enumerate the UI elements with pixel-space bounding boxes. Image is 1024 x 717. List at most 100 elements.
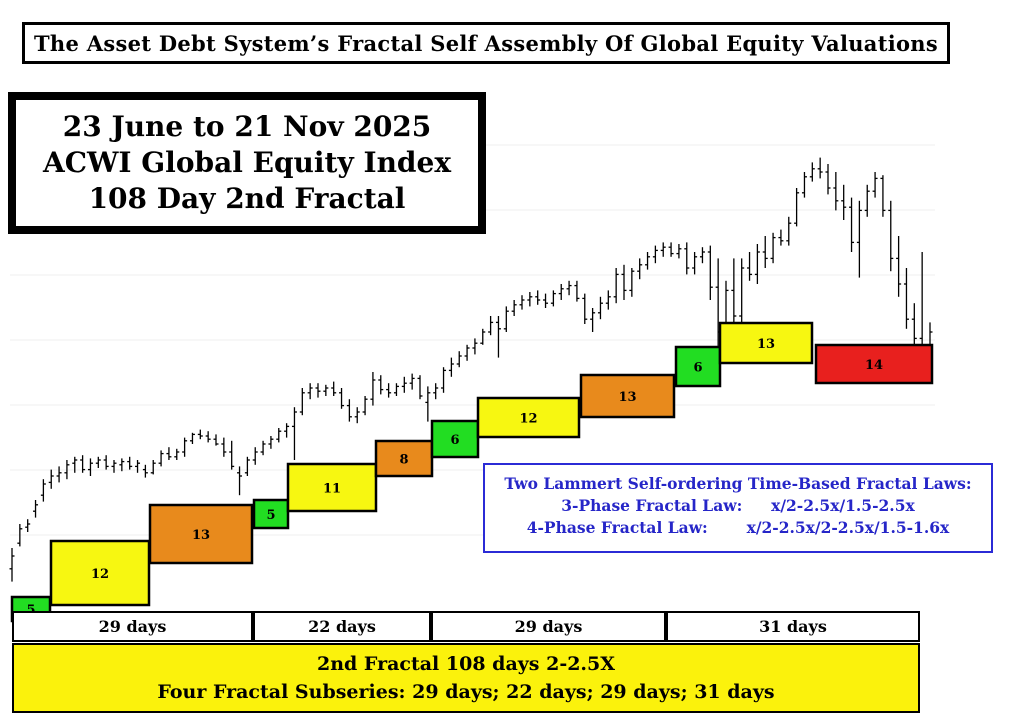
ohlc-bar [401, 376, 407, 393]
ohlc-bar [417, 375, 423, 400]
summary-line-1: 2nd Fractal 108 days 2-2.5X [316, 653, 616, 675]
ohlc-bar [346, 399, 352, 422]
ohlc-bar [597, 296, 603, 320]
ohlc-bar [119, 458, 125, 472]
law-3-phase-value: x/2-2.5x/1.5-2.5x [771, 496, 915, 515]
ohlc-bar [213, 434, 219, 446]
ohlc-bar [770, 232, 776, 264]
ohlc-bar [174, 448, 180, 460]
ohlc-bar [456, 351, 462, 368]
ohlc-bar [64, 460, 70, 480]
ohlc-bar [480, 328, 486, 345]
ohlc-bar [268, 436, 274, 449]
subseries-4-days: 31 days [666, 611, 920, 642]
ohlc-bar [150, 460, 156, 475]
law-4-phase: 4-Phase Fractal Law: x/2-2.5x/2-2.5x/1.5… [485, 517, 991, 539]
ohlc-bar [409, 373, 415, 390]
ohlc-bar [535, 290, 541, 305]
phase-blocks: 5 12 13 5 11 8 6 12 13 6 13 14 [10, 321, 934, 623]
ohlc-bar [645, 252, 651, 270]
phase-block-rect [579, 373, 676, 419]
ohlc-bar [692, 252, 698, 275]
ohlc-bar [448, 357, 454, 377]
ohlc-bar [880, 175, 886, 217]
ohlc-bar [260, 440, 266, 456]
ohlc-bar [668, 242, 674, 257]
ohlc-bar [888, 200, 894, 272]
ohlc-bar [739, 258, 745, 323]
phase-block-rect [252, 498, 290, 530]
ohlc-bar [135, 460, 141, 473]
ohlc-bar [621, 264, 627, 300]
phase-block-8: 12 [476, 396, 581, 439]
ohlc-bar [291, 407, 297, 460]
ohlc-bar [833, 172, 839, 211]
ohlc-bar [707, 245, 713, 300]
ohlc-bar [197, 429, 203, 440]
phase-block-label: 5 [26, 603, 35, 618]
phase-block-5: 11 [286, 462, 378, 513]
ohlc-bar [72, 456, 78, 473]
ohlc-bar [754, 244, 760, 284]
ohlc-bar [182, 437, 188, 457]
phase-block-rect [718, 321, 814, 365]
ohlc-bar [393, 383, 399, 396]
ohlc-bar [111, 460, 117, 473]
ohlc-bar [566, 280, 572, 296]
ohlc-bar [519, 295, 525, 310]
ohlc-bar [441, 367, 447, 393]
ohlc-bar [166, 447, 172, 460]
phase-block-rect [148, 503, 254, 565]
phase-block-7: 6 [430, 419, 480, 459]
ohlc-bar [903, 268, 909, 329]
phase-block-label: 13 [757, 337, 775, 352]
info-fractal-name: 108 Day 2nd Fractal [88, 182, 406, 215]
phase-block-10: 6 [674, 345, 722, 388]
phase-block-rect [374, 439, 434, 478]
ohlc-bar [433, 383, 439, 400]
ohlc-bar [370, 372, 376, 406]
ohlc-bar [574, 280, 580, 302]
ohlc-bar [794, 188, 800, 227]
ohlc-bar [511, 300, 517, 316]
phase-block-rect [286, 462, 378, 513]
law-4-phase-label: 4-Phase Fractal Law: [526, 518, 708, 537]
ohlc-bar [40, 479, 46, 502]
ohlc-bar [896, 236, 902, 297]
ohlc-bar [378, 375, 384, 395]
phase-block-12: 14 [814, 343, 934, 385]
phase-block-9: 13 [579, 373, 676, 419]
phase-block-label: 14 [865, 358, 883, 373]
phase-block-label: 13 [618, 390, 636, 405]
ohlc-bar [56, 466, 62, 483]
law-3-phase-label: 3-Phase Fractal Law: [561, 496, 743, 515]
ohlc-bar [527, 292, 533, 307]
ohlc-bar [103, 455, 109, 470]
summary-line-2: Four Fractal Subseries: 29 days; 22 days… [157, 681, 775, 703]
ohlc-bar [362, 396, 368, 416]
ohlc-bar [276, 428, 282, 443]
info-index-name: ACWI Global Equity Index [42, 146, 452, 179]
ohlc-bar [87, 458, 93, 476]
phase-block-rect [476, 396, 581, 439]
ohlc-bar [158, 450, 164, 467]
fractal-laws-box: Two Lammert Self-ordering Time-Based Fra… [483, 463, 993, 553]
ohlc-bar [189, 432, 195, 444]
phase-block-label: 8 [399, 453, 408, 468]
phase-block-11: 13 [718, 321, 814, 365]
ohlc-bar [252, 447, 258, 465]
ohlc-bar [33, 500, 39, 518]
law-4-phase-value: x/2-2.5x/2-2.5x/1.5-1.6x [746, 518, 950, 537]
ohlc-bar [386, 383, 392, 398]
ohlc-bar [747, 252, 753, 281]
ohlc-bar [613, 268, 619, 304]
ohlc-bar [95, 456, 101, 468]
ohlc-bar [864, 184, 870, 217]
subseries-2-days: 22 days [253, 611, 431, 642]
ohlc-bar [354, 407, 360, 424]
ohlc-bar [590, 308, 596, 332]
ohlc-bar [762, 236, 768, 268]
chart-title-text: The Asset Debt System’s Fractal Self Ass… [34, 30, 938, 56]
ohlc-bar [676, 244, 682, 259]
info-box: 23 June to 21 Nov 2025 ACWI Global Equit… [8, 92, 486, 234]
